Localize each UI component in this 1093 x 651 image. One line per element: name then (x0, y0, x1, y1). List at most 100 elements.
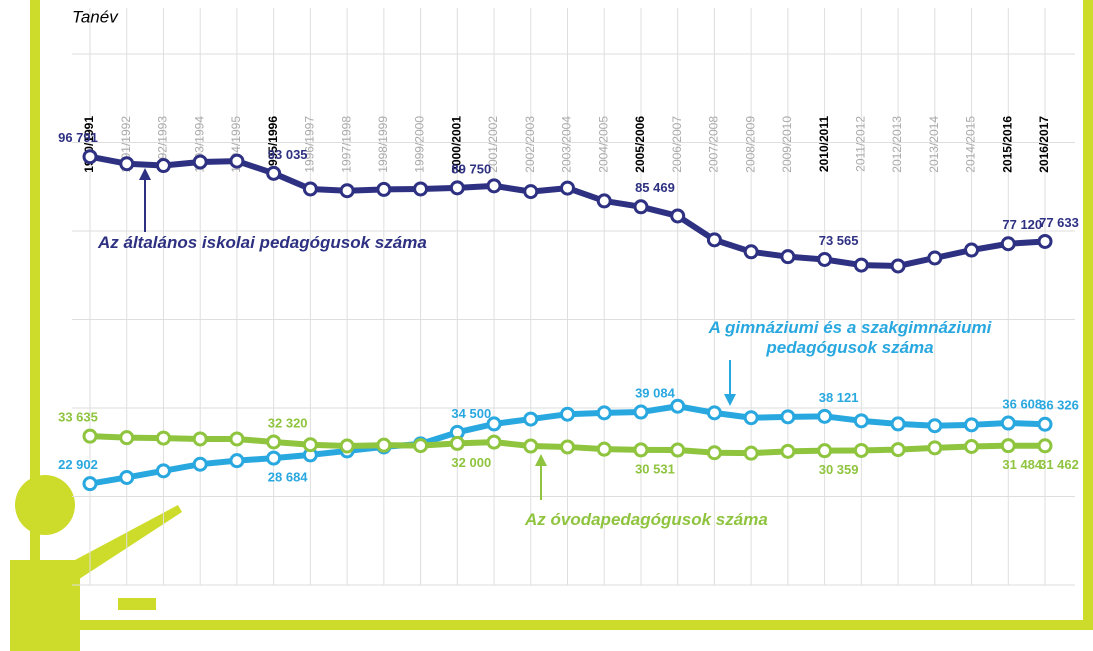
point (192, 154, 208, 170)
x-tick-label: 2007/2008 (707, 116, 721, 173)
data-label: 34 500 (451, 406, 491, 421)
data-label: 33 635 (58, 410, 98, 425)
point (853, 442, 869, 458)
point (1000, 236, 1016, 252)
data-label: 28 684 (268, 470, 309, 485)
series-label: Az általános iskolai pedagógusok száma (98, 233, 427, 252)
x-tick-label: 2012/2013 (890, 116, 904, 173)
point (633, 404, 649, 420)
x-tick-label: 2002/2003 (523, 116, 537, 173)
point (780, 443, 796, 459)
x-tick-label: 1992/1993 (156, 116, 170, 173)
frame-right (1083, 0, 1093, 630)
data-label: 32 000 (451, 455, 491, 470)
x-tick-label: 2008/2009 (743, 116, 757, 173)
point (413, 181, 429, 197)
point (743, 244, 759, 260)
point (449, 180, 465, 196)
point (633, 442, 649, 458)
data-label: 30 531 (635, 461, 675, 476)
point (964, 438, 980, 454)
point (155, 463, 171, 479)
point (633, 199, 649, 215)
point (155, 430, 171, 446)
point (266, 165, 282, 181)
point (1037, 233, 1053, 249)
x-tick-label: 2001/2002 (486, 116, 500, 173)
point (119, 156, 135, 172)
point (266, 450, 282, 466)
x-tick-label: 2015/2016 (1000, 116, 1014, 173)
point (119, 430, 135, 446)
x-tick-label: 1998/1999 (376, 116, 390, 173)
point (596, 441, 612, 457)
point (670, 208, 686, 224)
point (1000, 415, 1016, 431)
point (339, 438, 355, 454)
point (413, 438, 429, 454)
point (817, 251, 833, 267)
point (82, 428, 98, 444)
data-label: 77 633 (1039, 215, 1079, 230)
point (266, 434, 282, 450)
point (670, 398, 686, 414)
point (523, 438, 539, 454)
x-tick-label: 2013/2014 (927, 116, 941, 173)
point (706, 405, 722, 421)
series-label: A gimnáziumi és a szakgimnáziumi pedagóg… (708, 318, 992, 357)
point (927, 440, 943, 456)
point (596, 405, 612, 421)
point (890, 442, 906, 458)
point (119, 469, 135, 485)
point (560, 180, 575, 196)
point (192, 431, 208, 447)
point (1000, 438, 1016, 454)
point (890, 416, 906, 432)
frame-bottom (80, 620, 1093, 630)
x-tick-label: 2006/2007 (670, 116, 684, 173)
point (964, 242, 980, 258)
data-label: 32 320 (268, 415, 308, 430)
data-label: 38 121 (819, 390, 859, 405)
x-tick-label: 2010/2011 (817, 116, 831, 172)
point (523, 411, 539, 427)
point (853, 257, 869, 273)
point (853, 413, 869, 429)
data-label: 73 565 (819, 233, 859, 248)
point (449, 435, 465, 451)
x-tick-label: 1995/1996 (266, 116, 280, 173)
point (1037, 438, 1053, 454)
point (743, 445, 759, 461)
point (927, 250, 943, 266)
point (302, 437, 318, 453)
point (890, 258, 906, 274)
data-label: 96 791 (58, 130, 98, 145)
x-tick-label: 2014/2015 (964, 116, 978, 173)
data-label: 31 462 (1039, 457, 1079, 472)
data-label: 93 035 (268, 147, 308, 162)
point (229, 453, 245, 469)
data-label: 30 359 (819, 462, 859, 477)
point (780, 409, 796, 425)
x-tick-label: 2011/2012 (854, 116, 868, 172)
x-tick-label: 1997/1998 (339, 116, 353, 173)
frame-left (30, 0, 40, 590)
point (339, 183, 355, 199)
data-label: 36 608 (1002, 396, 1042, 411)
data-label: 89 750 (451, 161, 491, 176)
x-tick-label: 1996/1997 (303, 116, 317, 173)
point (486, 434, 502, 450)
point (817, 443, 833, 459)
point (927, 418, 943, 434)
point (964, 417, 980, 433)
point (82, 476, 98, 492)
x-tick-label: 2016/2017 (1037, 116, 1051, 173)
data-label: 22 902 (58, 457, 98, 472)
data-label: 39 084 (635, 385, 676, 400)
point (376, 181, 392, 197)
point (376, 437, 392, 453)
point (523, 184, 539, 200)
point (192, 456, 208, 472)
